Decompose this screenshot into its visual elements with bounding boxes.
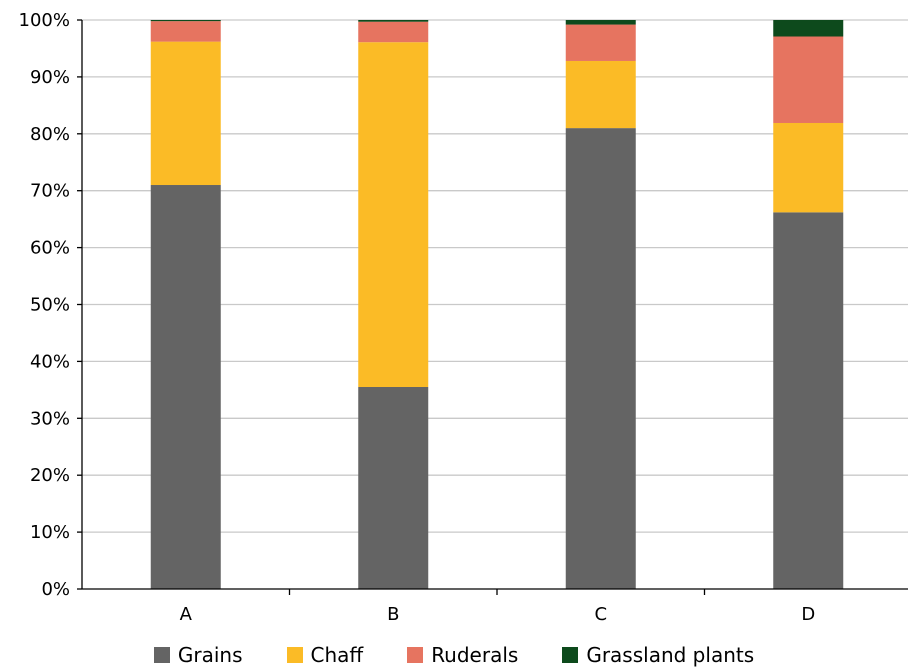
legend-swatch [153,646,170,663]
legend-label: Grains [177,642,243,667]
bar-segment-grains [773,212,844,589]
bar-segment-grassland-plants [773,20,844,37]
x-tick-label: C [594,604,607,625]
bar-segment-chaff [565,60,636,129]
bar-segment-grains [565,128,636,590]
bar-segment-grassland-plants [150,20,221,22]
y-tick-label: 0% [41,579,70,600]
y-tick-label: 50% [30,295,70,316]
bar-segment-chaff [150,41,221,186]
bar-segment-chaff [358,42,429,388]
x-tick-label: B [387,604,399,625]
legend-label: Chaff [310,642,364,667]
bar-segment-grassland-plants [565,20,636,25]
legend-item: Grassland plants [562,643,754,667]
y-tick-label: 20% [30,465,70,486]
bar-segment-ruderals [150,21,221,42]
y-tick-label: 90% [30,67,70,88]
y-tick-label: 70% [30,181,70,202]
bar-segment-grassland-plants [358,20,429,22]
legend-item: Grains [153,642,243,667]
bar-segment-ruderals [773,36,844,123]
legend-item: Ruderals [407,643,518,667]
legend-swatch [286,646,303,663]
y-tick-label: 60% [30,238,70,259]
bar-segment-ruderals [358,21,429,43]
bar-segment-grains [358,387,429,589]
legend-label: Ruderals [431,642,519,667]
legend-label: Grassland plants [586,642,755,667]
legend-swatch [407,646,424,663]
x-tick-label: A [180,604,193,625]
bar-segment-ruderals [565,24,636,61]
y-tick-label: 30% [30,408,70,429]
legend-item: Chaff [286,642,364,667]
y-tick-label: 10% [30,522,70,543]
chart-legend: Grains Chaff Ruderals Grassland plants [0,640,908,669]
stacked-bar-chart: 0% 10% 20% 30% 40% 50% 60% 70% 80% 90% 100% A B C D [19,10,908,625]
x-tick-label: D [801,604,815,625]
legend-swatch [562,646,579,663]
bar-segment-chaff [773,122,844,213]
y-tick-label: 100% [19,10,70,31]
bar-segment-grains [150,185,221,589]
y-tick-label: 40% [30,351,70,372]
y-tick-label: 80% [30,124,70,145]
